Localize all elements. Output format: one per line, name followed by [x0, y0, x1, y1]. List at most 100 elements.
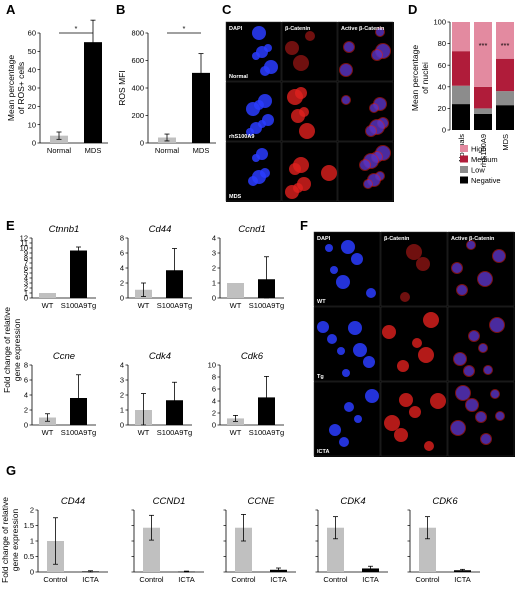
nucleus-blob [481, 434, 491, 444]
bar-segment-high [496, 22, 514, 59]
nucleus-blob [493, 250, 505, 262]
y-tick-label: 0 [120, 421, 124, 430]
y-tick-label: 800 [131, 29, 144, 38]
x-tick-label: MDS [193, 146, 210, 155]
y-axis-title-line: of nuclei [420, 62, 430, 94]
micro-f-column-label: Active β-Catenin [451, 236, 495, 242]
chart-title: CCND1 [153, 496, 186, 507]
y-tick-label: 4 [24, 391, 28, 400]
y-tick-label: 6 [120, 249, 124, 258]
x-tick-label: Control [43, 575, 68, 584]
bar-segment-negative [496, 105, 514, 130]
nucleus-blob [451, 421, 465, 435]
x-tick-label: WT [138, 428, 150, 437]
y-axis-title: Mean percentageof nuclei [410, 45, 430, 111]
catenin-blob [423, 312, 439, 328]
bar-Control [143, 527, 160, 572]
y-tick-label: 10 [28, 120, 36, 129]
nucleus-blob [490, 318, 504, 332]
y-tick-label: 2 [120, 279, 124, 288]
chart-title: CDK4 [340, 496, 365, 507]
catenin-blob [285, 185, 299, 199]
x-tick-label: Control [139, 575, 164, 584]
y-tick-label: 3 [24, 279, 28, 288]
y-tick-label: 2 [212, 409, 216, 418]
x-tick-label: ICTA [270, 575, 287, 584]
x-tick-label: ICTA [362, 575, 379, 584]
x-tick-label: ICTA [454, 575, 471, 584]
y-tick-label: 30 [28, 84, 36, 93]
micro-f-column-label: β-Catenin [384, 236, 410, 242]
chart-title: Ccne [53, 351, 75, 362]
y-tick-label: 3 [120, 376, 124, 385]
nucleus-blob [370, 104, 378, 112]
nucleus-blob [376, 28, 384, 36]
y-axis-title-line: Mean percentage [6, 55, 16, 121]
nucleus-blob [452, 263, 462, 273]
catenin-blob [430, 393, 446, 409]
nucleus-blob [344, 402, 354, 412]
y-tick-label: 1.5 [24, 521, 34, 530]
y-tick-label: 4 [212, 397, 216, 406]
y-axis-title-line: Mean percentage [410, 45, 420, 111]
y-tick-label: 4 [212, 234, 216, 243]
nucleus-blob [476, 412, 486, 422]
bar-WT [227, 283, 244, 298]
y-tick-label: 8 [24, 361, 28, 370]
y-tick-label: 6 [24, 264, 28, 273]
y-tick-label: 20 [28, 102, 36, 111]
y-tick-label: 1 [212, 279, 216, 288]
y-tick-label: 1 [24, 289, 28, 298]
bar-segment-low [452, 85, 470, 105]
x-tick-label: rhS100A9 [479, 134, 488, 167]
nucleus-blob [340, 64, 352, 76]
y-tick-label: 11 [20, 239, 28, 248]
y-tick-label: 2 [30, 506, 34, 515]
panel-label-C: C [222, 2, 232, 17]
x-tick-label: ICTA [178, 575, 195, 584]
nucleus-blob [372, 50, 382, 60]
nucleus-blob [484, 366, 492, 374]
y-tick-label: 5 [24, 269, 28, 278]
bar-segment-high [474, 22, 492, 87]
x-tick-label: Control [231, 575, 256, 584]
x-tick-label: MDS [501, 134, 510, 151]
bar-segment-low [496, 91, 514, 106]
nucleus-blob [496, 412, 504, 420]
y-axis-title-line: Fold change of relative [2, 307, 12, 393]
nucleus-blob [454, 353, 466, 365]
y-tick-label: 0 [212, 294, 216, 303]
y-tick-label: 60 [28, 29, 36, 38]
chart-title: CD44 [61, 496, 85, 507]
bar-MDS [192, 72, 210, 143]
nucleus-blob [329, 424, 341, 436]
nucleus-blob [260, 66, 270, 76]
y-tick-label: 2 [24, 406, 28, 415]
y-tick-label: 0 [32, 139, 36, 148]
nucleus-blob [469, 331, 479, 341]
y-tick-label: 200 [131, 111, 144, 120]
x-tick-label: S100A9Tg [249, 428, 284, 437]
y-tick-label: 1 [120, 406, 124, 415]
nucleus-blob [342, 369, 350, 377]
nucleus-blob [348, 321, 362, 335]
bar-Control [327, 527, 344, 572]
nucleus-blob [363, 356, 375, 368]
catenin-blob [409, 406, 421, 418]
catenin-blob [418, 347, 434, 363]
micro-f-cell [313, 306, 381, 382]
panel-label-E: E [6, 218, 15, 233]
catenin-blob [399, 393, 413, 407]
chart-title: CDK6 [432, 496, 458, 507]
x-tick-label: Normal [155, 146, 180, 155]
y-tick-label: 0 [120, 294, 124, 303]
nucleus-blob [330, 266, 338, 274]
nucleus-blob [353, 343, 367, 357]
nucleus-blob [252, 52, 260, 60]
y-tick-label: 7 [24, 259, 28, 268]
y-tick-label: 100 [433, 18, 446, 27]
nucleus-blob [366, 126, 376, 136]
y-tick-label: 80 [438, 39, 446, 48]
y-axis-title-line: Fold change of relative [0, 497, 10, 583]
